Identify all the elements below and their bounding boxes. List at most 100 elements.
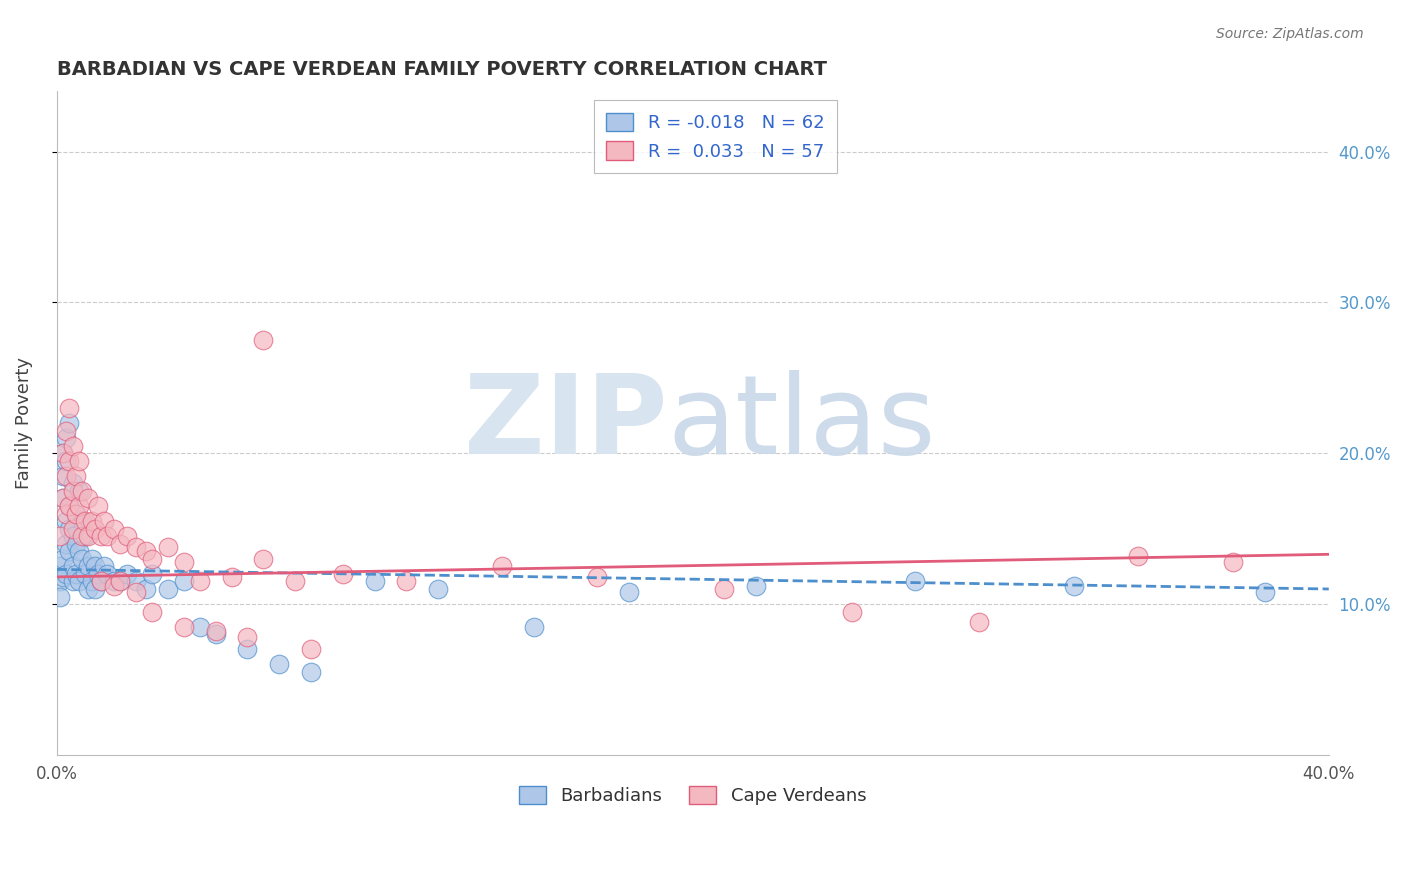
Point [52,468,75,483]
Point [841,605,863,619]
Point [236,630,259,644]
Point [52,446,75,460]
Point [221,570,243,584]
Point [299,665,322,679]
Point [125,540,148,554]
Point [70,529,93,543]
Point [65,468,87,483]
Point [55,468,77,483]
Point [52,551,75,566]
Point [1254,585,1277,599]
Point [77,529,100,543]
Point [62,476,84,491]
Point [1222,555,1244,569]
Point [156,540,179,554]
Point [135,544,157,558]
Point [55,431,77,445]
Point [204,624,226,639]
Point [70,514,93,528]
Point [204,627,226,641]
Point [141,605,163,619]
Point [103,579,125,593]
Point [55,566,77,581]
Point [617,585,640,599]
Point [67,454,90,468]
Point [80,514,103,528]
Point [96,529,118,543]
Point [135,582,157,596]
Point [83,522,105,536]
Point [58,499,80,513]
Point [173,555,195,569]
Point [58,401,80,415]
Text: ZIP: ZIP [464,369,668,476]
Point [87,499,110,513]
Point [55,424,77,438]
Point [103,574,125,589]
Point [67,483,90,498]
Point [395,574,418,589]
Point [156,582,179,596]
Point [363,574,385,589]
Point [236,642,259,657]
Point [62,483,84,498]
Legend: Barbadians, Cape Verdeans: Barbadians, Cape Verdeans [512,779,873,813]
Point [115,529,138,543]
Y-axis label: Family Poverty: Family Poverty [15,357,32,489]
Point [967,615,990,630]
Text: Source: ZipAtlas.com: Source: ZipAtlas.com [1216,27,1364,41]
Point [80,574,103,589]
Point [252,551,274,566]
Point [55,514,77,528]
Point [332,566,354,581]
Point [745,579,768,593]
Point [80,551,103,566]
Point [713,582,735,596]
Text: atlas: atlas [668,369,936,476]
Point [75,514,97,528]
Point [49,590,72,604]
Point [90,574,112,589]
Point [173,620,195,634]
Point [55,454,77,468]
Point [904,574,927,589]
Point [75,529,97,543]
Point [87,566,110,581]
Point [1126,549,1149,563]
Point [90,574,112,589]
Point [62,574,84,589]
Point [299,642,322,657]
Point [188,620,211,634]
Point [427,582,450,596]
Point [55,537,77,551]
Point [67,574,90,589]
Point [65,537,87,551]
Point [58,522,80,536]
Point [125,585,148,599]
Point [77,491,100,506]
Point [55,507,77,521]
Point [70,551,93,566]
Point [115,566,138,581]
Point [67,499,90,513]
Point [62,559,84,574]
Point [173,574,195,589]
Point [269,657,291,672]
Point [110,574,132,589]
Point [188,574,211,589]
Point [1063,579,1085,593]
Point [75,566,97,581]
Point [49,559,72,574]
Point [49,574,72,589]
Point [52,491,75,506]
Point [52,491,75,506]
Point [65,566,87,581]
Point [52,446,75,460]
Point [284,574,307,589]
Point [52,570,75,584]
Point [110,574,132,589]
Point [62,522,84,536]
Point [93,559,115,574]
Text: BARBADIAN VS CAPE VERDEAN FAMILY POVERTY CORRELATION CHART: BARBADIAN VS CAPE VERDEAN FAMILY POVERTY… [56,60,827,78]
Point [90,529,112,543]
